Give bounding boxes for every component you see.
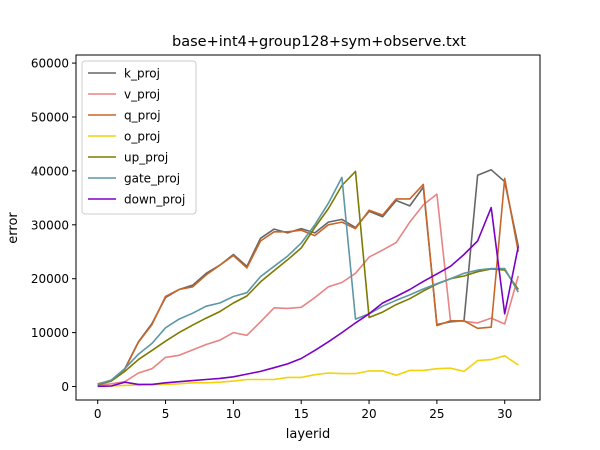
x-axis-label: layerid	[286, 427, 330, 442]
x-tick-label: 5	[162, 407, 170, 421]
y-tick-label: 50000	[31, 110, 69, 124]
legend-label-gate-proj: gate_proj	[124, 172, 180, 186]
x-tick-label: 20	[361, 407, 376, 421]
y-tick-label: 40000	[31, 164, 69, 178]
chart-title: base+int4+group128+sym+observe.txt	[172, 34, 466, 50]
legend-label-k-proj: k_proj	[124, 67, 160, 81]
x-tick-label: 0	[94, 407, 102, 421]
y-tick-label: 10000	[31, 326, 69, 340]
series-layer	[97, 169, 520, 388]
plot-area-frame	[75, 54, 541, 401]
series-line-gate-proj	[97, 176, 519, 386]
series-line-o-proj	[97, 354, 519, 387]
x-tick-label: 15	[294, 407, 309, 421]
x-axis: 0 5 10 15 20 25 30	[94, 400, 512, 421]
series-line-v-proj	[97, 193, 520, 387]
legend-label-v-proj: v_proj	[124, 88, 160, 102]
legend-label-up-proj: up_proj	[124, 151, 168, 165]
y-tick-label: 60000	[31, 57, 69, 71]
legend-label-o-proj: o_proj	[124, 130, 160, 144]
legend-box	[81, 60, 197, 215]
x-tick-label: 10	[226, 407, 241, 421]
legend-label-q-proj: q_proj	[124, 109, 161, 123]
y-axis: 0 10000 20000 30000 40000 50000 60000	[31, 57, 76, 394]
x-tick-label: 25	[429, 407, 444, 421]
y-tick-label: 0	[61, 380, 69, 394]
legend-label-down-proj: down_proj	[124, 193, 185, 207]
y-tick-label: 30000	[31, 218, 69, 232]
legend: k_proj v_proj q_proj o_proj up_proj gate_proj…	[81, 60, 197, 215]
y-tick-label: 20000	[31, 272, 69, 286]
series-line-down-proj	[97, 206, 520, 388]
y-axis-label: error	[6, 212, 21, 244]
x-tick-label: 30	[497, 407, 512, 421]
